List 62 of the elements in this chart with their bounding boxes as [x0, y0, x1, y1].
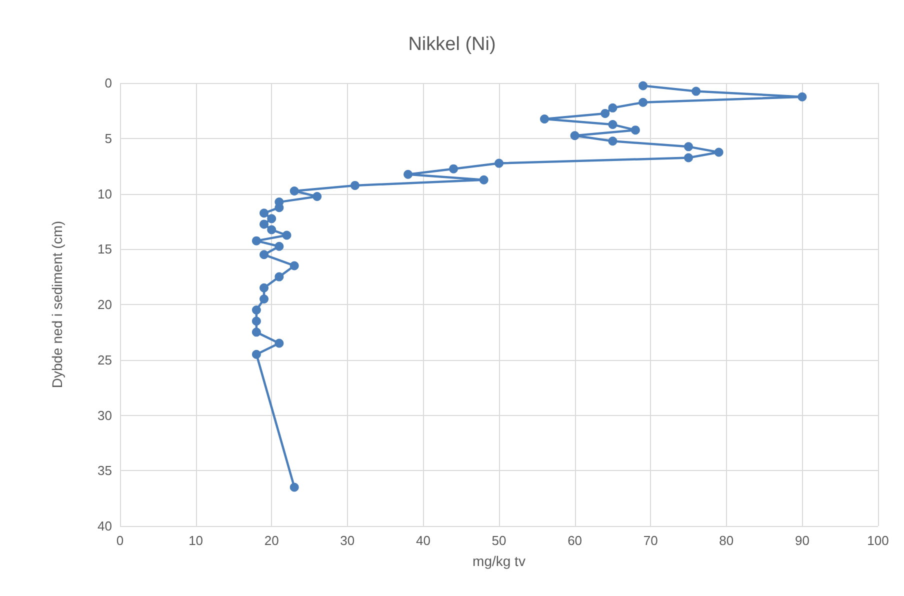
- x-tick-label: 60: [568, 533, 582, 548]
- point: [290, 482, 299, 492]
- point: [608, 103, 618, 112]
- point: [630, 126, 640, 135]
- x-tick-label: 0: [116, 533, 124, 548]
- point: [274, 272, 284, 282]
- x-tick-label: 30: [340, 533, 355, 548]
- point: [260, 250, 269, 260]
- y-tick-label: 15: [98, 242, 112, 257]
- point: [692, 86, 701, 96]
- x-tick-label: 70: [643, 533, 658, 548]
- point: [252, 328, 261, 337]
- point: [608, 120, 618, 130]
- point: [638, 98, 648, 107]
- point: [449, 164, 458, 174]
- y-tick-label: 10: [98, 186, 112, 202]
- y-tick-label: 40: [98, 518, 112, 534]
- point: [282, 230, 292, 240]
- x-tick-label: 90: [794, 533, 810, 548]
- point: [479, 175, 488, 184]
- point: [274, 338, 284, 348]
- point: [260, 208, 269, 218]
- point: [252, 350, 261, 359]
- y-axis-title: Dybde ned i sediment (cm): [49, 220, 65, 388]
- x-tick-label: 100: [867, 533, 889, 548]
- y-tick-label: 0: [104, 76, 112, 90]
- x-axis-title: mg/kg tv: [472, 553, 526, 569]
- point: [570, 131, 580, 140]
- chart-title: Nikkel (Ni): [408, 34, 496, 55]
- point: [252, 236, 261, 246]
- point: [252, 316, 261, 326]
- point: [290, 261, 299, 270]
- x-tick-label: 40: [416, 533, 430, 548]
- x-tick-label: 80: [719, 533, 734, 548]
- point: [684, 153, 693, 162]
- point: [260, 220, 269, 229]
- point: [684, 142, 693, 152]
- y-tick-label: 30: [98, 408, 112, 423]
- x-tick-label: 50: [492, 533, 506, 548]
- point: [350, 180, 360, 190]
- point: [260, 294, 269, 304]
- point: [312, 192, 322, 202]
- point: [404, 170, 413, 179]
- point: [260, 283, 269, 292]
- point: [600, 108, 610, 118]
- point: [252, 306, 261, 315]
- point: [274, 242, 284, 251]
- point: [494, 158, 504, 168]
- point: [798, 92, 807, 102]
- point: [267, 214, 276, 224]
- x-tick-label: 20: [264, 533, 279, 548]
- y-tick-label: 5: [104, 130, 112, 146]
- y-tick-label: 25: [98, 352, 112, 368]
- point: [267, 225, 276, 234]
- point: [540, 114, 549, 124]
- point: [638, 81, 648, 90]
- y-tick-label: 20: [98, 297, 112, 312]
- x-tick-label: 10: [188, 533, 204, 548]
- point: [714, 148, 724, 157]
- point: [608, 136, 618, 146]
- y-tick-label: 35: [98, 463, 112, 478]
- point: [290, 186, 299, 196]
